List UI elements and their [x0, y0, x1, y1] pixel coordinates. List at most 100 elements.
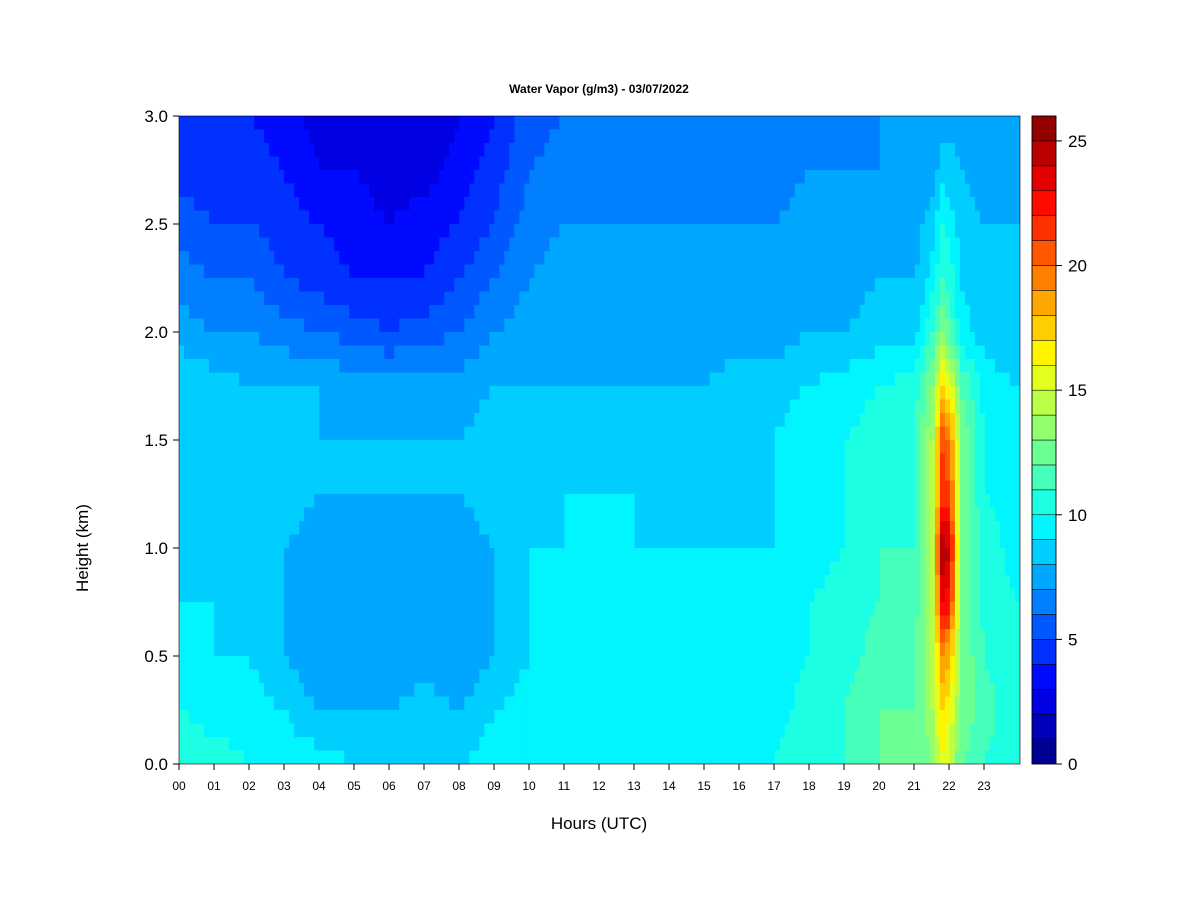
- heatmap-cell: [799, 453, 806, 468]
- heatmap-cell: [549, 305, 556, 320]
- heatmap-cell: [294, 224, 300, 239]
- heatmap-cells: [179, 116, 1020, 764]
- heatmap-cell: [864, 372, 871, 387]
- heatmap-cell: [954, 453, 961, 468]
- heatmap-cell: [959, 386, 966, 401]
- heatmap-cell: [679, 116, 686, 131]
- heatmap-cell: [519, 318, 526, 333]
- heatmap-cell: [464, 318, 470, 333]
- heatmap-cell: [544, 197, 551, 212]
- heatmap-cell: [729, 372, 736, 387]
- heatmap-cell: [599, 440, 606, 455]
- heatmap-cell: [814, 170, 821, 185]
- heatmap-cell: [214, 170, 220, 185]
- heatmap-cell: [249, 305, 255, 320]
- heatmap-cell: [619, 183, 626, 198]
- heatmap-cell: [339, 359, 345, 374]
- heatmap-cell: [679, 480, 686, 495]
- heatmap-cell: [464, 129, 470, 144]
- heatmap-cell: [489, 453, 495, 468]
- heatmap-cell: [254, 197, 260, 212]
- heatmap-cell: [519, 116, 526, 131]
- heatmap-cell: [849, 494, 856, 509]
- heatmap-cell: [404, 210, 410, 225]
- heatmap-cell: [744, 494, 751, 509]
- heatmap-cell: [234, 197, 240, 212]
- heatmap-cell: [394, 345, 400, 360]
- heatmap-cell: [744, 291, 751, 306]
- heatmap-cell: [994, 278, 1001, 293]
- heatmap-cell: [639, 183, 646, 198]
- heatmap-cell: [379, 305, 385, 320]
- heatmap-cell: [444, 156, 450, 171]
- heatmap-cell: [584, 413, 591, 428]
- heatmap-cell: [689, 237, 696, 252]
- heatmap-cell: [264, 318, 270, 333]
- heatmap-cell: [454, 237, 460, 252]
- heatmap-cell: [919, 183, 926, 198]
- heatmap-cell: [439, 480, 445, 495]
- heatmap-cell: [674, 251, 681, 266]
- heatmap-cell: [589, 399, 596, 414]
- heatmap-cell: [724, 116, 731, 131]
- heatmap-cell: [239, 291, 245, 306]
- heatmap-cell: [384, 224, 390, 239]
- heatmap-cell: [549, 291, 556, 306]
- heatmap-cell: [889, 426, 896, 441]
- heatmap-cell: [279, 480, 285, 495]
- heatmap-cell: [534, 440, 541, 455]
- heatmap-cell: [614, 332, 621, 347]
- heatmap-cell: [754, 170, 761, 185]
- heatmap-cell: [334, 453, 340, 468]
- heatmap-cell: [699, 372, 706, 387]
- heatmap-cell: [314, 467, 320, 482]
- heatmap-cell: [339, 426, 345, 441]
- heatmap-cell: [209, 210, 215, 225]
- heatmap-cell: [594, 210, 601, 225]
- heatmap-cell: [449, 453, 455, 468]
- heatmap-cell: [239, 453, 245, 468]
- heatmap-cell: [899, 197, 906, 212]
- heatmap-cell: [564, 386, 571, 401]
- heatmap-cell: [624, 143, 631, 158]
- heatmap-cell: [929, 345, 936, 360]
- heatmap-cell: [949, 426, 956, 441]
- heatmap-cell: [559, 507, 566, 522]
- heatmap-cell: [969, 467, 976, 482]
- heatmap-cell: [649, 494, 656, 509]
- heatmap-cell: [204, 467, 210, 482]
- heatmap-cell: [734, 210, 741, 225]
- heatmap-cell: [894, 116, 901, 131]
- heatmap-cell: [464, 440, 470, 455]
- heatmap-cell: [739, 116, 746, 131]
- heatmap-cell: [1014, 237, 1020, 252]
- heatmap-cell: [934, 345, 941, 360]
- heatmap-cell: [839, 197, 846, 212]
- heatmap-cell: [849, 426, 856, 441]
- heatmap-cell: [964, 183, 971, 198]
- heatmap-cell: [739, 183, 746, 198]
- heatmap-cell: [849, 318, 856, 333]
- heatmap-cell: [694, 440, 701, 455]
- heatmap-cell: [239, 278, 245, 293]
- heatmap-cell: [454, 372, 460, 387]
- heatmap-cell: [769, 399, 776, 414]
- heatmap-cell: [274, 386, 280, 401]
- heatmap-cell: [874, 210, 881, 225]
- heatmap-cell: [474, 170, 480, 185]
- heatmap-cell: [584, 399, 591, 414]
- heatmap-cell: [344, 345, 350, 360]
- heatmap-cell: [724, 372, 731, 387]
- heatmap-cell: [764, 278, 771, 293]
- heatmap-cell: [389, 291, 395, 306]
- heatmap-cell: [529, 359, 536, 374]
- heatmap-cell: [279, 251, 285, 266]
- heatmap-cell: [744, 197, 751, 212]
- heatmap-cell: [254, 332, 260, 347]
- heatmap-cell: [279, 183, 285, 198]
- heatmap-cell: [229, 480, 235, 495]
- heatmap-cell: [604, 210, 611, 225]
- heatmap-cell: [934, 453, 941, 468]
- heatmap-cell: [874, 345, 881, 360]
- heatmap-cell: [289, 291, 295, 306]
